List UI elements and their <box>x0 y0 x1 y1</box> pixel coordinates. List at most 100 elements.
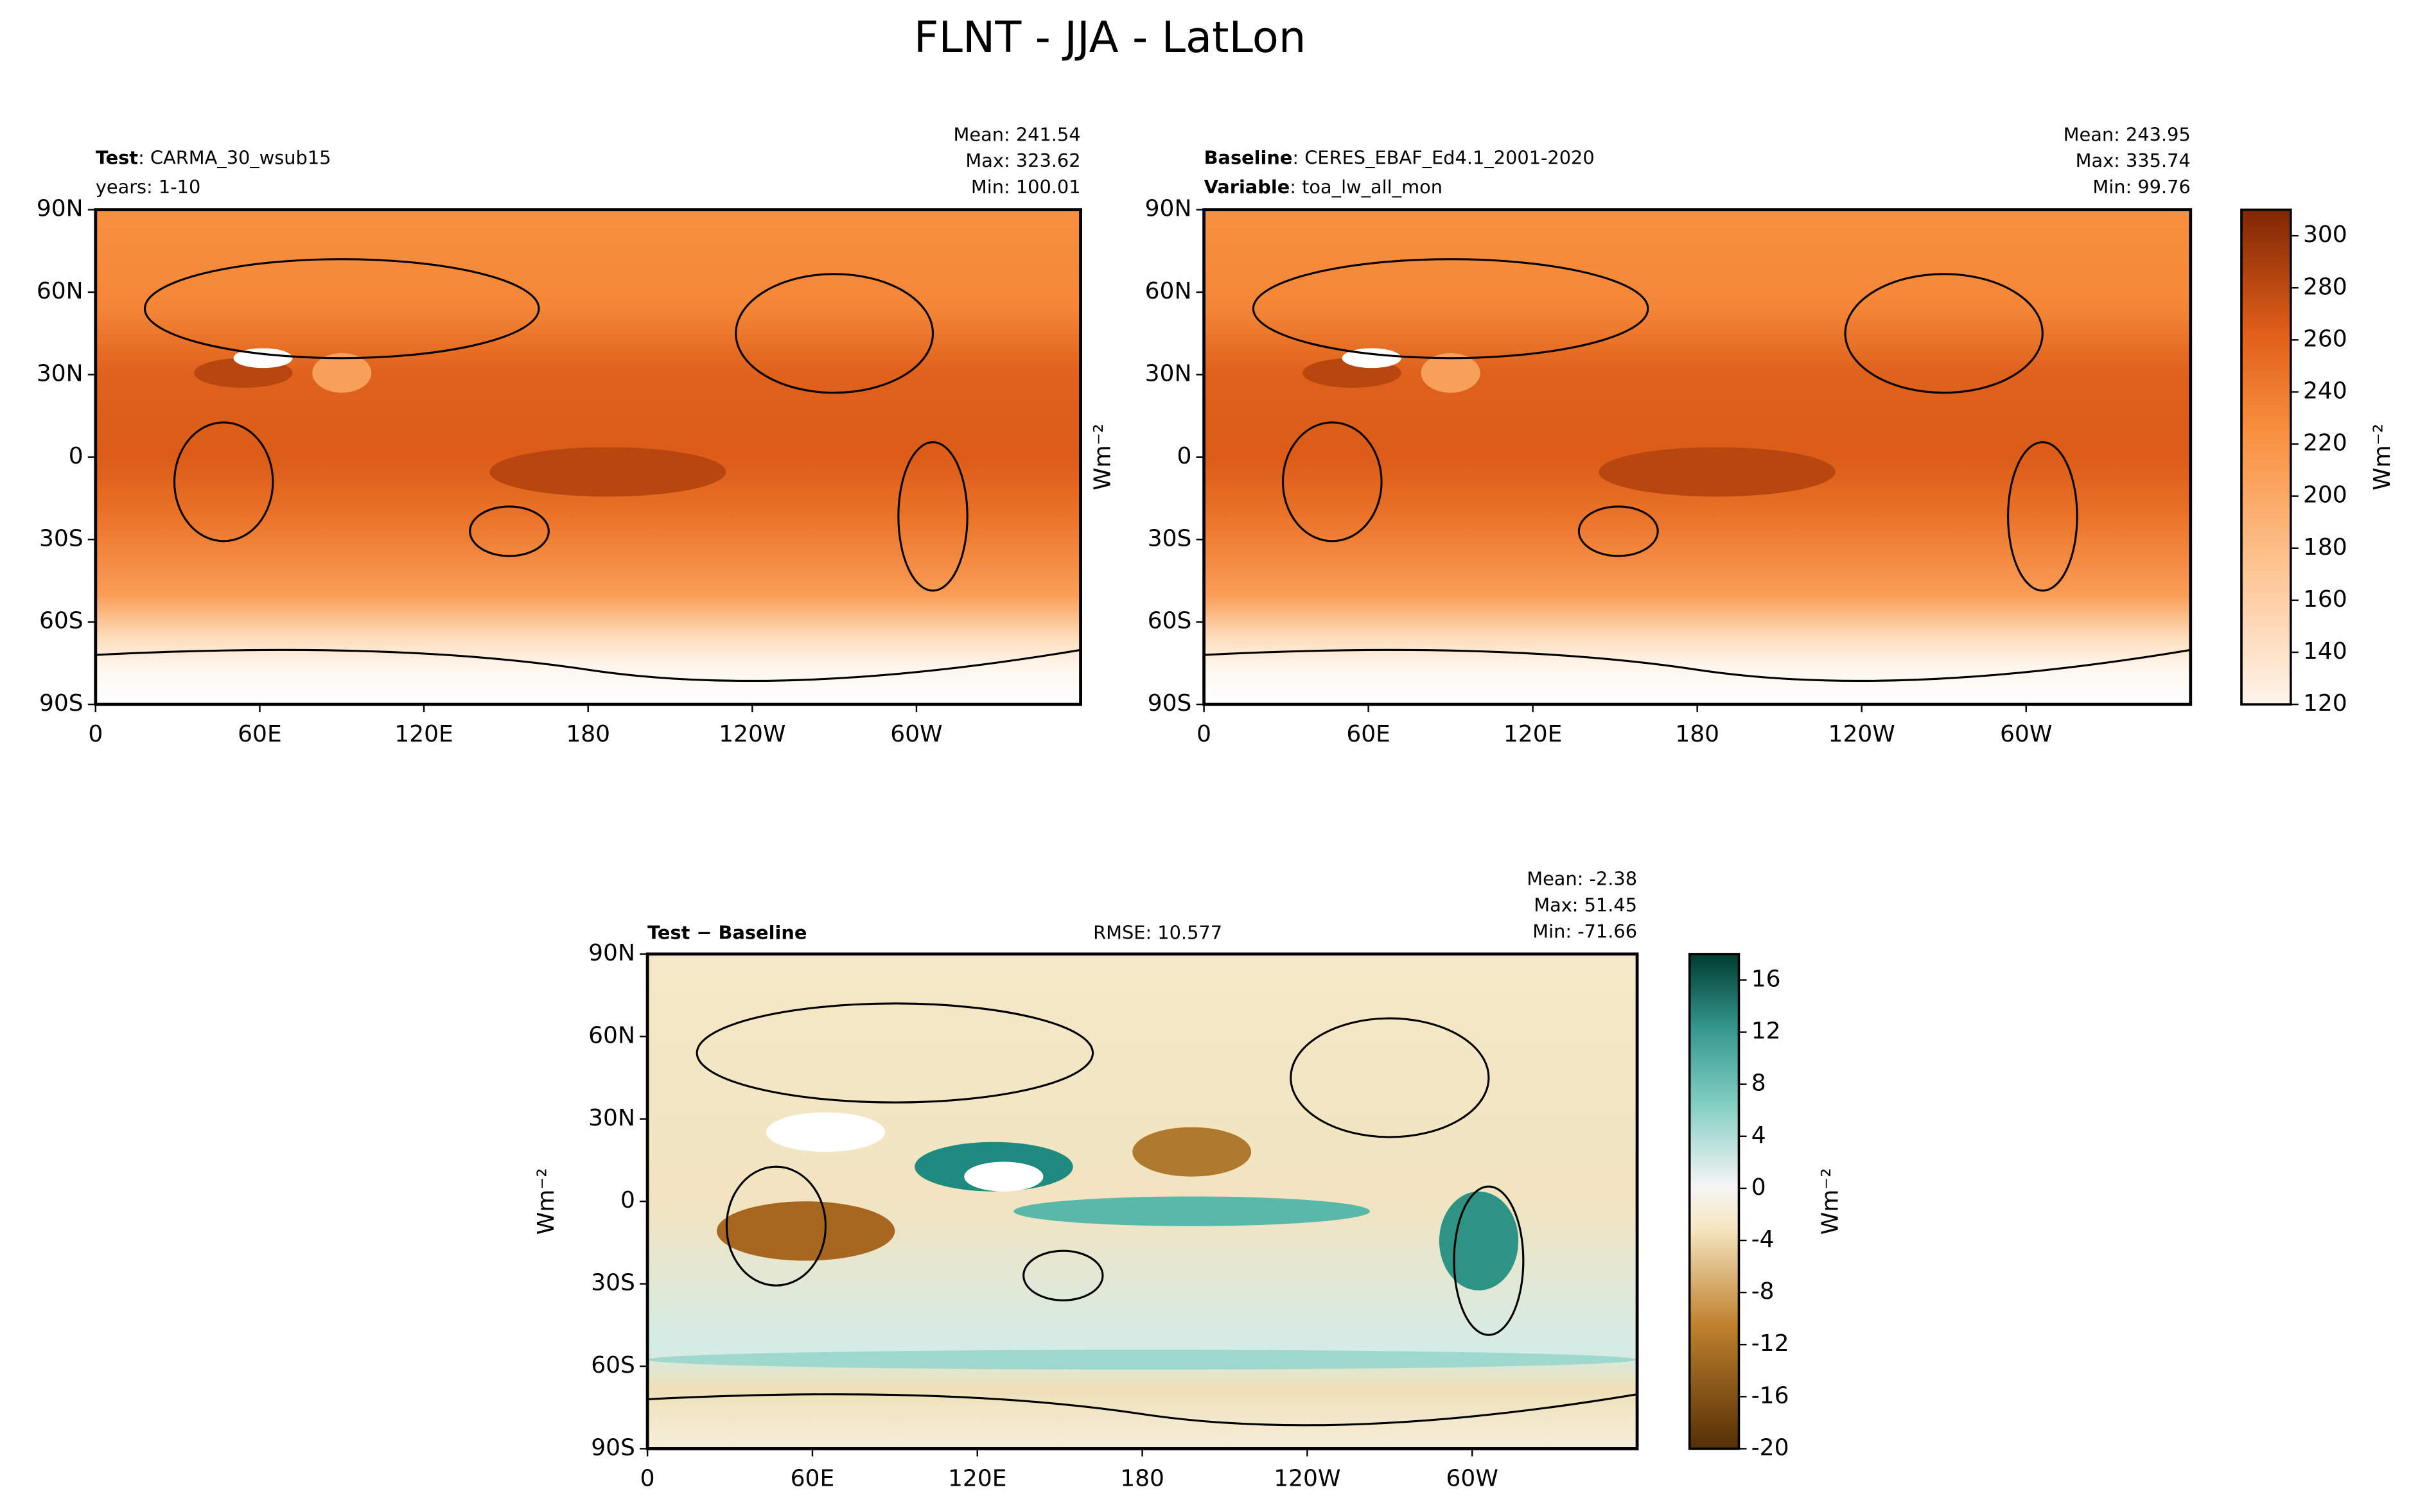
panel-label: Test: CARMA_30_wsub15 <box>96 146 331 168</box>
y-tick-label: 30N <box>1145 360 1192 387</box>
label-text: years: 1-10 <box>96 176 200 198</box>
y-tick-label: 60N <box>1145 278 1192 304</box>
map-feature <box>647 1350 1638 1370</box>
colorbar-tick-label: 8 <box>1751 1070 1766 1097</box>
map-feature <box>897 441 969 592</box>
map-feature <box>1421 353 1480 393</box>
colorbar-tick-label: -12 <box>1751 1330 1789 1357</box>
y-tick-label: 30S <box>1148 525 1192 552</box>
x-tick-label: 120W <box>1828 721 1895 747</box>
map-feature <box>1599 447 1836 497</box>
y-tick-label: 30S <box>591 1270 635 1296</box>
map-feature <box>1844 273 2044 394</box>
y-tick-label: 30N <box>37 360 83 387</box>
stat: Min: -71.66 <box>1532 920 1637 942</box>
x-tick-label: 60E <box>238 721 282 747</box>
x-tick-label: 120E <box>394 721 453 747</box>
colorbar-tick-label: -16 <box>1751 1382 1789 1409</box>
colorbar-tick-label: -20 <box>1751 1434 1789 1461</box>
colorbar-tick-label: 160 <box>2303 586 2347 613</box>
map-feature <box>1013 1196 1371 1226</box>
colorbar-tick-label: 220 <box>2303 430 2347 456</box>
colorbar-tick-label: 300 <box>2303 222 2347 248</box>
map-feature <box>1453 1185 1525 1336</box>
colorbar-tick-label: 260 <box>2303 326 2347 352</box>
map-feature <box>766 1112 885 1152</box>
figure-title: FLNT - JJA - LatLon <box>914 12 1306 62</box>
coastline <box>95 648 1081 682</box>
x-tick-label: 60W <box>2000 721 2052 747</box>
map-feature <box>1252 258 1649 360</box>
y-tick-label: 90N <box>588 940 635 966</box>
stat: Min: 100.01 <box>971 176 1081 198</box>
colorbar <box>1688 953 1740 1450</box>
map-feature <box>1439 1191 1519 1290</box>
x-tick-label: 120W <box>719 721 785 747</box>
x-tick-label: 0 <box>1197 721 1211 747</box>
y-tick-label: 60N <box>37 278 83 304</box>
x-tick-label: 120E <box>1504 721 1562 747</box>
x-tick-label: 180 <box>566 721 610 747</box>
colorbar-tick-label: 200 <box>2303 482 2347 508</box>
label-text: : CARMA_30_wsub15 <box>138 146 331 168</box>
map-feature <box>716 1201 895 1261</box>
map-feature <box>1022 1249 1104 1301</box>
stat: Mean: -2.38 <box>1527 868 1637 890</box>
x-tick-label: 120W <box>1274 1465 1340 1491</box>
colorbar-label: Wm⁻² <box>2369 424 2396 491</box>
map-feature <box>1577 505 1659 557</box>
x-tick-label: 60W <box>890 721 942 747</box>
y-tick-label: 90N <box>1145 196 1192 222</box>
map-feature <box>173 421 274 543</box>
coastline <box>647 1393 1638 1427</box>
y-tick-label: 60N <box>588 1022 635 1048</box>
x-tick-label: 180 <box>1675 721 1719 747</box>
y-tick-label: 0 <box>69 443 83 469</box>
map-feature <box>725 1165 827 1287</box>
x-tick-label: 60E <box>791 1465 835 1491</box>
map-feature <box>143 258 540 360</box>
map-feature <box>964 1161 1044 1192</box>
y-tick-label: 0 <box>620 1187 635 1213</box>
stat: Max: 51.45 <box>1534 894 1637 916</box>
colorbar-label: Wm⁻² <box>1818 1168 1844 1235</box>
x-tick-label: 120E <box>948 1465 1006 1491</box>
y-tick-label: 60S <box>591 1352 635 1378</box>
label-bold: Variable <box>1204 176 1290 198</box>
label-bold: Baseline <box>1204 146 1293 168</box>
map-feature <box>2007 441 2078 592</box>
label-bold: Test − Baseline <box>647 922 807 944</box>
colorbar-tick-label: 12 <box>1751 1018 1781 1045</box>
colorbar-tick-label: 16 <box>1751 966 1781 992</box>
y-tick-label: 90S <box>39 690 83 717</box>
colorbar-tick-label: 0 <box>1751 1174 1766 1201</box>
map-feature <box>1281 421 1383 543</box>
y-tick-label: 90S <box>591 1434 635 1461</box>
rmse: RMSE: 10.577 <box>1093 922 1222 944</box>
x-tick-label: 60W <box>1446 1465 1498 1491</box>
colorbar-tick-label: -8 <box>1751 1278 1775 1305</box>
colorbar-tick-label: 120 <box>2303 690 2347 717</box>
coastline <box>1204 648 2191 682</box>
map-feature <box>312 353 372 393</box>
y-axis-label: Wm⁻² <box>533 1168 559 1235</box>
map-feature <box>696 1002 1094 1104</box>
y-tick-label: 30N <box>588 1105 635 1131</box>
stat: Max: 335.74 <box>2076 150 2191 171</box>
y-tick-label: 30S <box>39 525 83 552</box>
colorbar-tick-label: 180 <box>2303 534 2347 560</box>
label-text: : toa_lw_all_mon <box>1290 176 1442 198</box>
y-tick-label: 90N <box>37 196 83 222</box>
y-tick-label: 0 <box>1177 443 1191 469</box>
y-tick-label: 60S <box>39 608 83 634</box>
x-tick-label: 0 <box>640 1465 655 1491</box>
stat: Max: 323.62 <box>965 150 1080 171</box>
y-axis-label: Wm⁻² <box>1090 424 1116 491</box>
colorbar-tick-label: 240 <box>2303 378 2347 404</box>
map-feature <box>1132 1127 1252 1177</box>
panel-label-2: Variable: toa_lw_all_mon <box>1204 176 1442 198</box>
map-feature <box>735 273 934 394</box>
panel-label-2: years: 1-10 <box>96 176 200 198</box>
panel-label: Baseline: CERES_EBAF_Ed4.1_2001-2020 <box>1204 146 1595 168</box>
